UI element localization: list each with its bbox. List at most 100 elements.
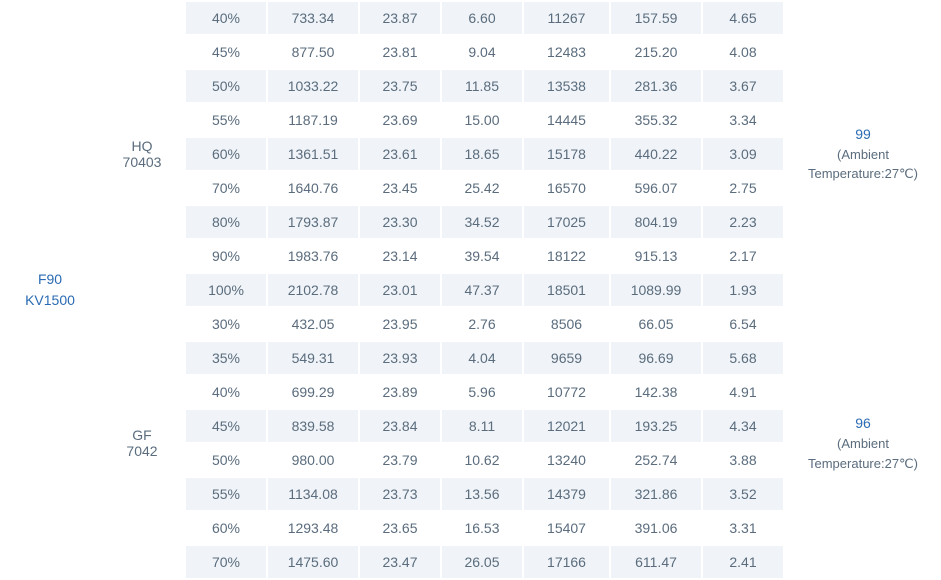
- data-cell: 12483: [523, 35, 610, 69]
- data-cell: 23.69: [359, 103, 441, 137]
- variant-line2: 7042: [126, 443, 157, 459]
- temp-value: 99: [855, 126, 871, 142]
- data-cell: 35%: [185, 341, 267, 375]
- data-cell: 23.89: [359, 375, 441, 409]
- data-cell: 3.67: [702, 69, 784, 103]
- data-cell: 215.20: [610, 35, 702, 69]
- data-cell: 10772: [523, 375, 610, 409]
- data-cell: 4.04: [441, 341, 523, 375]
- data-cell: 1033.22: [267, 69, 359, 103]
- data-cell: 804.19: [610, 205, 702, 239]
- data-cell: 321.86: [610, 477, 702, 511]
- data-cell: 23.84: [359, 409, 441, 443]
- data-cell: 1089.99: [610, 273, 702, 307]
- data-cell: 80%: [185, 205, 267, 239]
- data-cell: 23.47: [359, 545, 441, 579]
- data-cell: 66.05: [610, 307, 702, 341]
- data-cell: 12021: [523, 409, 610, 443]
- data-cell: 40%: [185, 1, 267, 35]
- data-cell: 1134.08: [267, 477, 359, 511]
- data-cell: 60%: [185, 137, 267, 171]
- data-cell: 11267: [523, 1, 610, 35]
- variant-line2: 70403: [123, 154, 162, 170]
- data-cell: 15.00: [441, 103, 523, 137]
- data-cell: 26.05: [441, 545, 523, 579]
- data-cell: 5.96: [441, 375, 523, 409]
- temp-value: 96: [855, 415, 871, 431]
- data-cell: 17025: [523, 205, 610, 239]
- data-cell: 18122: [523, 239, 610, 273]
- data-cell: 915.13: [610, 239, 702, 273]
- data-cell: 157.59: [610, 1, 702, 35]
- data-cell: 877.50: [267, 35, 359, 69]
- data-cell: 100%: [185, 273, 267, 307]
- data-cell: 4.08: [702, 35, 784, 69]
- data-cell: 3.09: [702, 137, 784, 171]
- data-cell: 1187.19: [267, 103, 359, 137]
- data-cell: 1.93: [702, 273, 784, 307]
- data-cell: 4.91: [702, 375, 784, 409]
- data-cell: 13240: [523, 443, 610, 477]
- temp-note: Temperature:27℃): [785, 164, 941, 184]
- data-cell: 23.75: [359, 69, 441, 103]
- data-cell: 611.47: [610, 545, 702, 579]
- data-cell: 11.85: [441, 69, 523, 103]
- data-cell: 25.42: [441, 171, 523, 205]
- data-cell: 3.52: [702, 477, 784, 511]
- data-cell: 23.30: [359, 205, 441, 239]
- data-cell: 1361.51: [267, 137, 359, 171]
- table-row: F90KV1500HQ7040340%733.3423.876.60112671…: [0, 1, 941, 35]
- data-cell: 9659: [523, 341, 610, 375]
- temp-cell: 96 (AmbientTemperature:27℃): [784, 307, 941, 579]
- data-cell: 50%: [185, 443, 267, 477]
- data-cell: 23.81: [359, 35, 441, 69]
- data-cell: 96.69: [610, 341, 702, 375]
- data-cell: 3.31: [702, 511, 784, 545]
- data-cell: 16.53: [441, 511, 523, 545]
- data-cell: 14445: [523, 103, 610, 137]
- data-cell: 252.74: [610, 443, 702, 477]
- data-cell: 23.14: [359, 239, 441, 273]
- data-cell: 733.34: [267, 1, 359, 35]
- data-cell: 18501: [523, 273, 610, 307]
- data-cell: 13.56: [441, 477, 523, 511]
- data-cell: 13538: [523, 69, 610, 103]
- motor-kv: KV1500: [25, 292, 75, 308]
- data-cell: 14379: [523, 477, 610, 511]
- data-cell: 699.29: [267, 375, 359, 409]
- motor-label: F90KV1500: [0, 1, 100, 579]
- data-cell: 30%: [185, 307, 267, 341]
- data-cell: 70%: [185, 171, 267, 205]
- data-cell: 23.65: [359, 511, 441, 545]
- data-cell: 90%: [185, 239, 267, 273]
- data-cell: 34.52: [441, 205, 523, 239]
- data-cell: 6.54: [702, 307, 784, 341]
- data-cell: 2.75: [702, 171, 784, 205]
- data-cell: 4.65: [702, 1, 784, 35]
- data-cell: 1293.48: [267, 511, 359, 545]
- temp-cell: 99(AmbientTemperature:27℃): [784, 1, 941, 307]
- data-cell: 23.73: [359, 477, 441, 511]
- data-cell: 391.06: [610, 511, 702, 545]
- data-cell: 9.04: [441, 35, 523, 69]
- temp-note: Temperature:27℃): [785, 454, 941, 474]
- table-row: GF704230%432.0523.952.76850666.056.5496(…: [0, 307, 941, 341]
- data-cell: 839.58: [267, 409, 359, 443]
- data-cell: 10.62: [441, 443, 523, 477]
- data-cell: 55%: [185, 103, 267, 137]
- data-cell: 15407: [523, 511, 610, 545]
- data-cell: 23.01: [359, 273, 441, 307]
- variant-label: HQ70403: [100, 1, 185, 307]
- data-cell: 23.79: [359, 443, 441, 477]
- variant-line1: GF: [132, 427, 151, 443]
- data-cell: 2.41: [702, 545, 784, 579]
- data-cell: 1793.87: [267, 205, 359, 239]
- data-cell: 23.87: [359, 1, 441, 35]
- data-cell: 440.22: [610, 137, 702, 171]
- data-cell: 596.07: [610, 171, 702, 205]
- data-cell: 39.54: [441, 239, 523, 273]
- data-cell: 23.95: [359, 307, 441, 341]
- variant-line1: HQ: [132, 138, 153, 154]
- temp-note: (Ambient: [785, 434, 941, 454]
- data-cell: 50%: [185, 69, 267, 103]
